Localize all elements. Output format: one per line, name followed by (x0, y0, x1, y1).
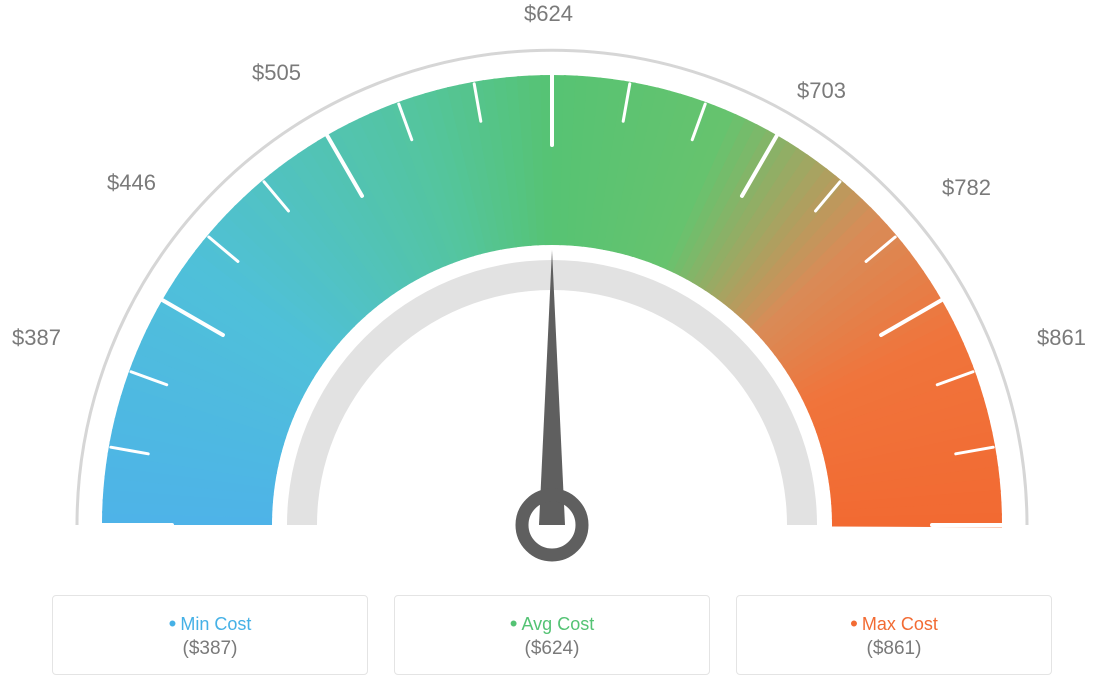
legend-avg-value: ($624) (525, 638, 580, 660)
tick-label-1: $446 (107, 170, 156, 196)
legend: •Min Cost ($387) •Avg Cost ($624) •Max C… (52, 595, 1052, 675)
tick-label-2: $505 (252, 60, 301, 86)
legend-min-label: Min Cost (180, 614, 251, 634)
legend-min: •Min Cost ($387) (52, 595, 368, 675)
tick-label-0: $387 (12, 325, 61, 351)
legend-avg: •Avg Cost ($624) (394, 595, 710, 675)
tick-label-6: $861 (1037, 325, 1086, 351)
legend-max-value: ($861) (867, 638, 922, 660)
cost-gauge-widget: $387 $446 $505 $624 $703 $782 $861 •Min … (0, 0, 1104, 690)
legend-avg-label-row: •Avg Cost (510, 610, 594, 636)
tick-label-5: $782 (942, 175, 991, 201)
legend-min-label-row: •Min Cost (169, 610, 252, 636)
legend-min-value: ($387) (183, 638, 238, 660)
legend-max: •Max Cost ($861) (736, 595, 1052, 675)
legend-max-label-row: •Max Cost (850, 610, 938, 636)
legend-avg-label: Avg Cost (522, 614, 595, 634)
gauge-svg (52, 15, 1052, 585)
bullet-icon: • (169, 611, 177, 636)
gauge-chart: $387 $446 $505 $624 $703 $782 $861 (52, 15, 1052, 585)
tick-label-4: $703 (797, 78, 846, 104)
bullet-icon: • (850, 611, 858, 636)
legend-max-label: Max Cost (862, 614, 938, 634)
tick-label-3: $624 (524, 1, 573, 27)
bullet-icon: • (510, 611, 518, 636)
